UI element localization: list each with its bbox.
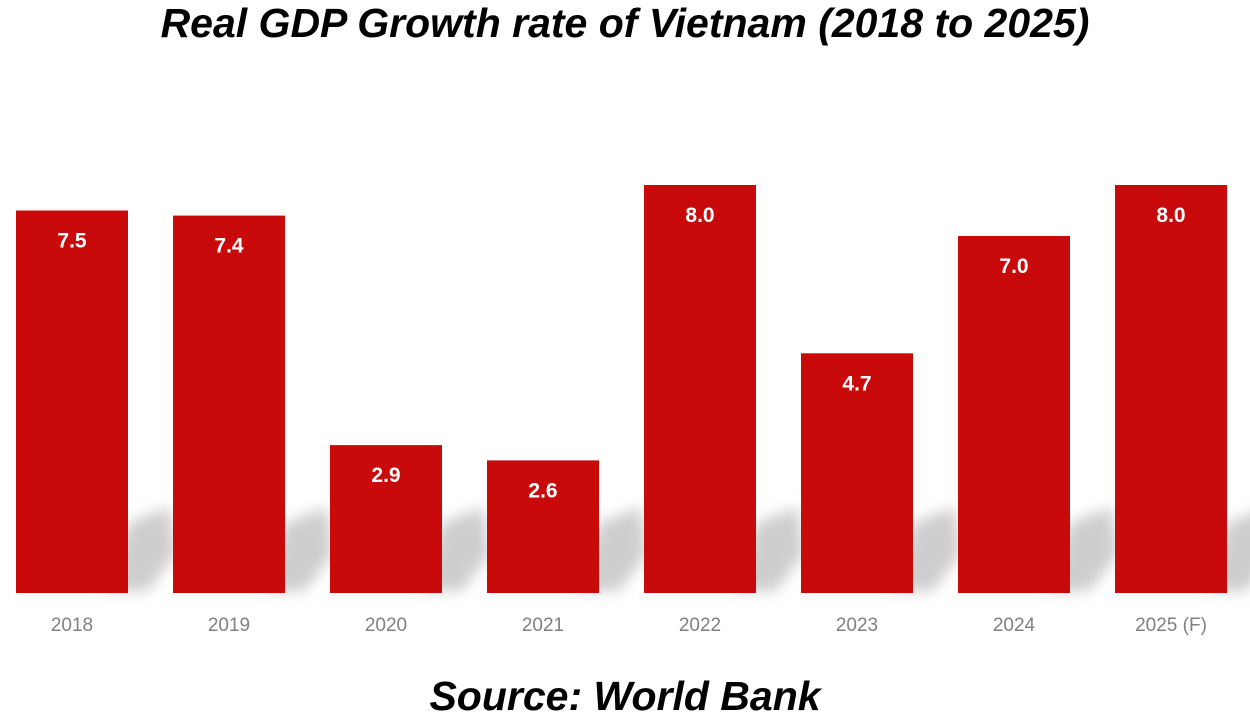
bar-2020 [330, 445, 442, 593]
x-tick-label: 2018 [51, 615, 93, 636]
bar-value-label: 4.7 [842, 372, 871, 395]
bar-2024 [958, 236, 1070, 593]
bar-2023 [801, 353, 913, 593]
x-tick-label: 2023 [836, 615, 878, 636]
bar-value-label: 2.6 [528, 479, 557, 502]
bar-2025-f [1115, 185, 1227, 593]
bar-value-label: 2.9 [371, 464, 400, 487]
x-tick-label: 2019 [208, 615, 250, 636]
bar-2021 [487, 460, 599, 593]
bar-2022 [644, 185, 756, 593]
chart-source: Source: World Bank [429, 673, 821, 719]
x-tick-label: 2024 [993, 615, 1036, 636]
chart-title: Real GDP Growth rate of Vietnam (2018 to… [160, 0, 1090, 46]
bar-value-label: 8.0 [685, 204, 714, 227]
bar-2019 [173, 215, 285, 593]
x-tick-label: 2025 (F) [1135, 615, 1207, 636]
bar-value-label: 8.0 [1156, 204, 1185, 227]
bar-value-label: 7.0 [999, 255, 1028, 278]
x-tick-label: 2020 [365, 615, 407, 636]
x-tick-label: 2022 [679, 615, 721, 636]
x-tick-label: 2021 [522, 615, 564, 636]
bar-2018 [16, 210, 128, 593]
value-labels: 7.5 7.4 2.9 2.6 8.0 4.7 7.0 8.0 [57, 204, 1185, 502]
bar-value-label: 7.4 [214, 235, 244, 258]
bars [16, 185, 1227, 593]
bar-value-label: 7.5 [57, 230, 87, 253]
x-axis-tick-labels: 2018 2019 2020 2021 2022 2023 2024 2025 (F) [51, 615, 1207, 636]
